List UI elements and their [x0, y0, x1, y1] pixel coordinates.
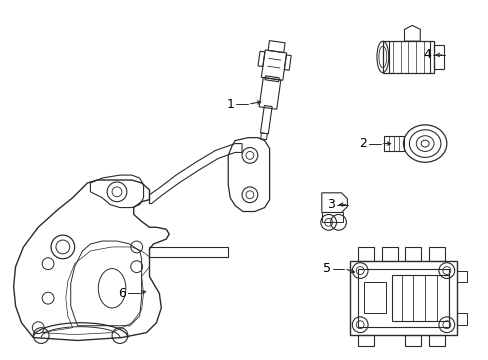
- Bar: [358, 334, 373, 346]
- Bar: [358, 269, 448, 327]
- Bar: [381, 247, 397, 261]
- Bar: [267, 41, 285, 53]
- Bar: [428, 334, 444, 346]
- Bar: [260, 105, 272, 134]
- Text: 5: 5: [322, 262, 330, 275]
- Bar: [405, 334, 420, 346]
- Bar: [428, 247, 444, 261]
- FancyArrowPatch shape: [267, 66, 279, 68]
- Bar: [259, 77, 280, 109]
- Bar: [405, 247, 420, 261]
- Text: 4: 4: [422, 49, 430, 62]
- Text: 3: 3: [326, 198, 334, 211]
- Bar: [456, 271, 466, 282]
- Bar: [456, 313, 466, 325]
- Bar: [284, 55, 291, 70]
- Bar: [258, 51, 264, 67]
- Text: 6: 6: [118, 287, 125, 300]
- Bar: [364, 282, 385, 313]
- Text: 2: 2: [359, 137, 366, 150]
- FancyArrowPatch shape: [268, 58, 280, 60]
- Bar: [349, 261, 456, 334]
- Bar: [260, 133, 267, 140]
- Bar: [391, 275, 448, 321]
- Bar: [264, 76, 279, 82]
- Bar: [261, 50, 286, 80]
- Text: 1: 1: [226, 98, 234, 111]
- Bar: [358, 247, 373, 261]
